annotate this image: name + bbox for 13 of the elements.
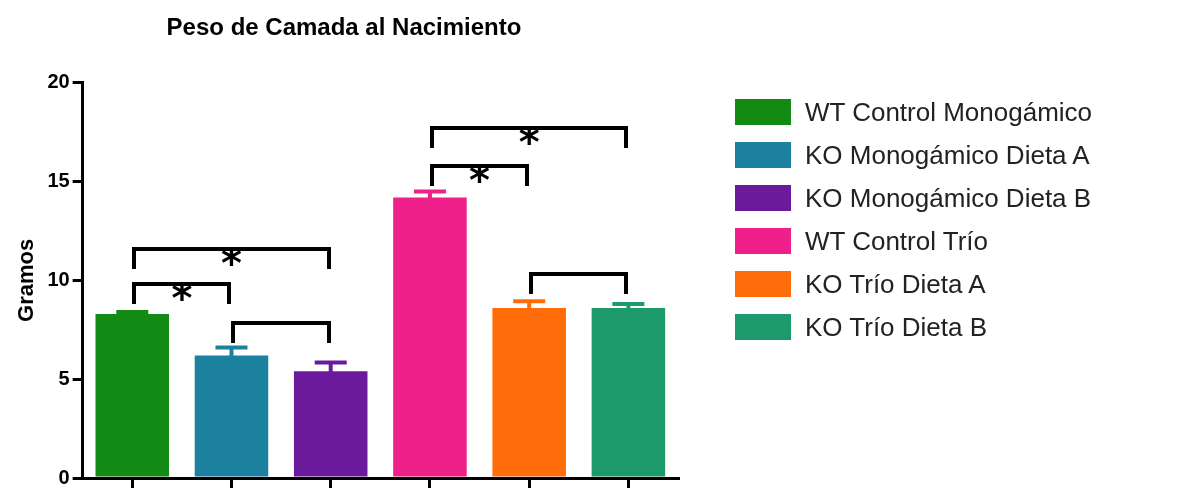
y-tick-label: 20	[47, 70, 70, 93]
legend-label: KO Trío Dieta B	[805, 312, 988, 342]
legend-label: KO Monogámico Dieta A	[805, 140, 1090, 170]
y-tick-label: 15	[47, 169, 70, 192]
legend-label: KO Trío Dieta A	[805, 269, 986, 299]
chart-title: Peso de Camada al Nacimiento	[166, 13, 522, 41]
y-tick-label: 5	[58, 366, 70, 389]
y-tick-label: 0	[58, 465, 70, 488]
legend-label: KO Monogámico Dieta B	[805, 183, 1092, 213]
y-axis-title: Gramos	[13, 238, 39, 322]
legend-label: WT Control Monogámico	[805, 97, 1093, 127]
y-tick-label: 10	[47, 267, 70, 290]
legend-label: WT Control Trío	[805, 226, 989, 256]
